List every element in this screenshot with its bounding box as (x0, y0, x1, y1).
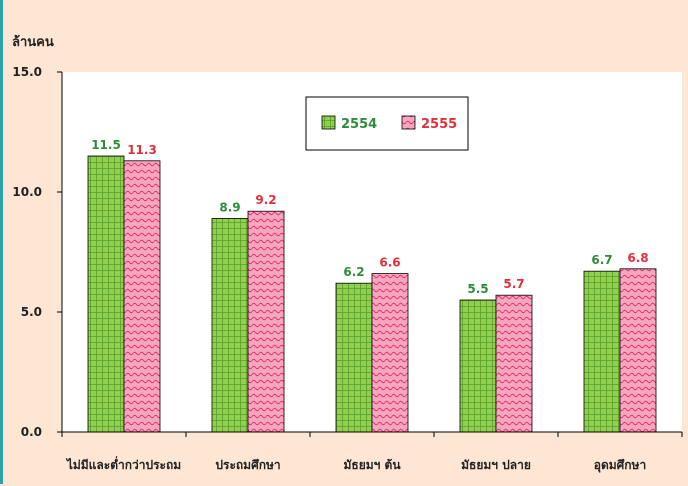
x-category-label: ประถมศึกษา (215, 458, 280, 472)
legend: 2554 2555 (305, 96, 469, 151)
bar-value-label: 6.8 (627, 251, 648, 265)
bar-2554 (87, 155, 125, 433)
y-tick-label: 0.0 (21, 425, 42, 439)
bar-2555 (247, 210, 285, 433)
bar-value-label: 5.7 (503, 277, 524, 291)
bar-value-label: 6.7 (591, 253, 612, 267)
bar-2554 (335, 282, 373, 433)
legend-swatch-2554 (321, 115, 336, 130)
bar-value-label: 11.3 (127, 143, 157, 157)
legend-label-2555: 2555 (421, 117, 457, 132)
x-category-label: ไม่มีและต่ำกว่าประถม (65, 456, 181, 472)
y-tick-label: 10.0 (12, 185, 42, 199)
bar-value-label: 6.2 (343, 265, 364, 279)
bar-2555 (123, 160, 161, 433)
bar-value-label: 11.5 (91, 138, 121, 152)
bar-2554 (459, 299, 497, 433)
bar-2555 (495, 294, 533, 433)
bar-value-label: 8.9 (219, 200, 240, 214)
bar-2555 (619, 268, 657, 433)
bar-value-label: 6.6 (379, 256, 400, 270)
bar-2554 (211, 217, 249, 433)
legend-label-2554: 2554 (341, 117, 377, 132)
y-tick-label: 15.0 (12, 65, 42, 79)
bar-2555 (371, 273, 409, 433)
bar-value-label: 9.2 (255, 193, 276, 207)
bar-value-label: 5.5 (467, 282, 488, 296)
bar-2554 (583, 270, 621, 433)
x-category-label: มัธยมฯ ปลาย (461, 458, 531, 472)
x-category-label: มัธยมฯ ต้น (343, 458, 401, 472)
y-tick-label: 5.0 (21, 305, 42, 319)
y-axis-title: ล้านคน (12, 34, 54, 50)
legend-swatch-2555 (401, 115, 416, 130)
x-category-label: อุดมศึกษา (594, 458, 646, 473)
